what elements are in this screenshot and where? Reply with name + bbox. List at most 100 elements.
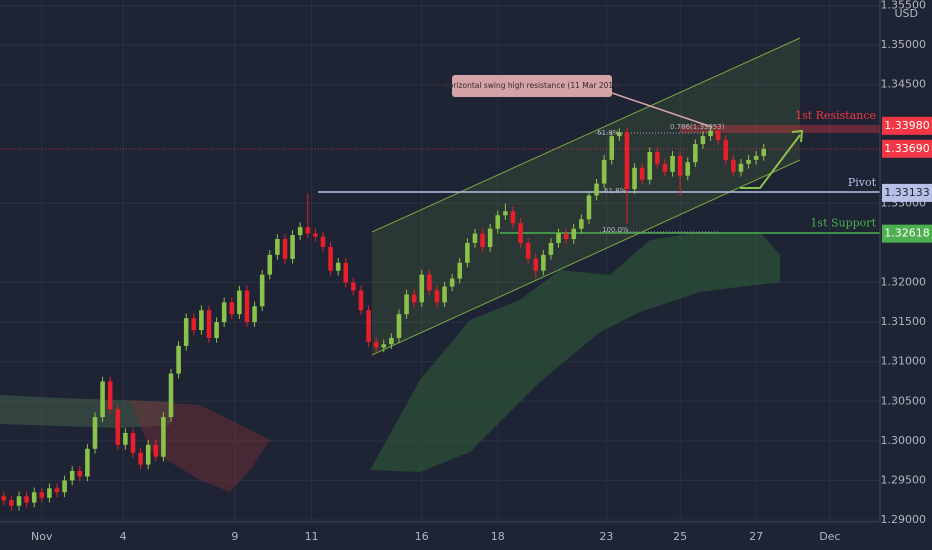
- candle-body: [92, 417, 98, 449]
- level-value: 1.33133: [884, 186, 930, 199]
- axis-labels: 1.355001.350001.345001.330001.320001.315…: [31, 0, 932, 543]
- y-tick-label: 1.29500: [881, 473, 927, 486]
- candle-body: [54, 488, 60, 493]
- candle-body: [16, 496, 22, 506]
- fib-label: 0.786(1.33953): [670, 123, 725, 131]
- candle-body: [662, 163, 668, 172]
- candle-body: [31, 492, 37, 503]
- candle-body: [609, 136, 615, 160]
- x-tick-label: 23: [599, 530, 613, 543]
- candle-body: [62, 480, 67, 493]
- candle-body: [290, 235, 295, 259]
- candle-body: [731, 159, 736, 172]
- candle-body: [700, 136, 706, 145]
- candle-body: [761, 148, 767, 156]
- currency: USD: [894, 7, 918, 20]
- candle-body: [525, 242, 531, 259]
- candle-body: [617, 132, 622, 137]
- candle-body: [366, 310, 371, 342]
- arrow: [740, 134, 801, 189]
- candle-body: [693, 144, 698, 163]
- candle-body: [594, 183, 599, 196]
- candle-body: [153, 444, 159, 457]
- candle-body: [510, 211, 516, 224]
- candle-body: [655, 151, 660, 164]
- candle-body: [518, 223, 523, 243]
- candle-body: [259, 274, 265, 307]
- candle-body: [442, 286, 447, 303]
- last-price-label: 1.33690: [884, 142, 930, 155]
- y-tick-label: 1.31000: [881, 355, 927, 368]
- candle-body: [723, 140, 729, 160]
- candle-body: [343, 262, 349, 283]
- annotation-pointer: [611, 92, 713, 128]
- candle-body: [632, 167, 637, 190]
- candle-body: [176, 345, 181, 374]
- candle-body: [677, 155, 683, 176]
- level-marker: [882, 116, 932, 135]
- candle-body: [161, 417, 166, 457]
- candle-body: [206, 310, 212, 338]
- candle-body: [85, 448, 90, 477]
- candle-body: [541, 254, 546, 271]
- candle-body: [427, 274, 432, 291]
- level-name: 1st Resistance: [795, 109, 876, 122]
- candle-body: [396, 314, 402, 338]
- candle-body: [389, 337, 394, 345]
- candle-body: [123, 432, 128, 445]
- candle-body: [639, 167, 645, 180]
- candle-body: [495, 215, 501, 229]
- x-tick-label: 25: [673, 530, 687, 543]
- y-tick-label: 1.31500: [881, 315, 927, 328]
- candle-body: [9, 500, 14, 506]
- annotation: Horizontal swing high resistance (11 Mar…: [443, 81, 621, 90]
- candle-body: [419, 274, 425, 303]
- candle-body: [571, 228, 577, 240]
- candle-body: [191, 318, 197, 331]
- level-name: Pivot: [848, 176, 877, 189]
- y-tick-label: 1.35500: [881, 0, 927, 12]
- x-tick-label: 11: [305, 530, 319, 543]
- candle-body: [221, 302, 227, 323]
- candle-body: [168, 373, 174, 418]
- y-tick-label: 1.32000: [881, 276, 927, 289]
- candle-body: [556, 233, 561, 243]
- candle-body: [753, 155, 759, 160]
- candle-body: [358, 290, 364, 311]
- fib-label: 61.8%: [604, 187, 627, 195]
- y-tick-label: 1.35000: [881, 38, 927, 51]
- candle-body: [533, 258, 539, 271]
- y-tick-label: 1.30000: [881, 434, 927, 447]
- candle-body: [449, 278, 455, 287]
- candle-body: [404, 294, 409, 315]
- candle-body: [472, 233, 478, 243]
- candle-body: [708, 130, 713, 137]
- candle-body: [297, 227, 303, 236]
- candle-body: [738, 163, 744, 172]
- candle-body: [411, 294, 417, 303]
- x-tick-label: 27: [749, 530, 763, 543]
- candle-body: [244, 290, 250, 323]
- candle-body: [214, 322, 219, 338]
- y-tick-label: 1.29000: [881, 513, 927, 526]
- x-tick-label: Dec: [819, 530, 840, 543]
- candle-body: [381, 344, 387, 348]
- candle-body: [373, 341, 379, 348]
- candle-body: [24, 496, 29, 503]
- level-marker: [882, 183, 932, 202]
- y-tick-label: 1.30500: [881, 394, 927, 407]
- channel: [372, 38, 800, 355]
- candle-body: [335, 262, 341, 271]
- x-tick-label: 18: [491, 530, 505, 543]
- candle-body: [69, 470, 75, 481]
- cloud: [370, 232, 780, 472]
- candle-body: [77, 470, 83, 477]
- candle-body: [685, 162, 691, 176]
- candle-body: [351, 282, 356, 291]
- candle-body: [670, 155, 675, 172]
- level-value: 1.32618: [884, 227, 930, 240]
- candle-body: [328, 246, 333, 271]
- channel-line: [371, 37, 801, 233]
- fib-label: 100.0%: [602, 226, 629, 234]
- candle-body: [237, 290, 242, 315]
